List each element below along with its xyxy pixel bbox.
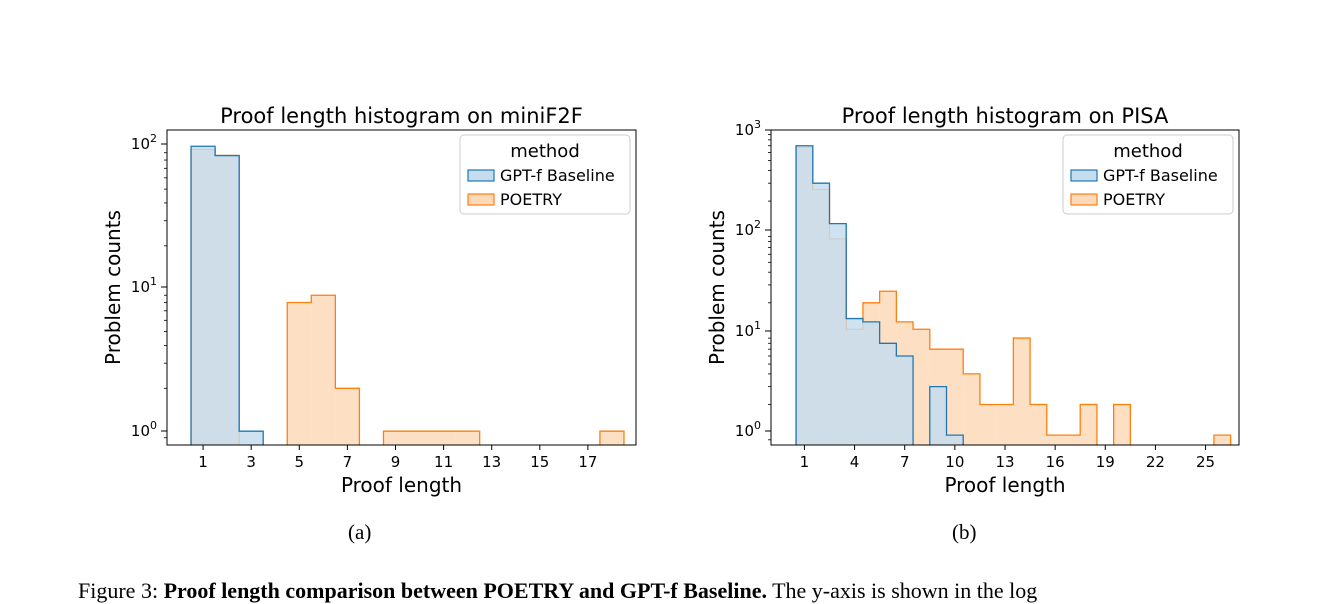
histogram-bar	[846, 318, 863, 445]
histogram-bar	[1030, 404, 1047, 445]
y-axis-label: Problem counts	[101, 210, 125, 365]
x-axis-label: Proof length	[944, 473, 1065, 497]
histogram-bar	[829, 223, 847, 445]
legend-title: method	[1113, 141, 1183, 162]
legend-swatch	[467, 169, 495, 182]
histogram-bar	[996, 404, 1014, 445]
histogram-bar	[311, 295, 336, 445]
legend: method GPT-f Baseline POETRY	[1062, 134, 1234, 215]
histogram-bar	[287, 302, 312, 445]
histogram-bar	[946, 349, 964, 445]
caption-rest: The y-axis is shown in the log	[766, 578, 1038, 603]
legend-label: POETRY	[1103, 190, 1165, 209]
legend-label: GPT-f Baseline	[1103, 166, 1218, 185]
x-tick-label: 25	[1196, 453, 1215, 471]
x-tick-label: 13	[482, 453, 501, 471]
x-tick-label: 15	[530, 453, 549, 471]
legend-box	[459, 134, 631, 215]
histogram-bar	[455, 431, 480, 445]
histogram-bar	[913, 329, 930, 445]
histogram-bar	[1080, 404, 1097, 445]
histogram-bar	[879, 343, 897, 445]
subfigure-label-a: (a)	[348, 520, 372, 544]
legend-title: method	[510, 141, 580, 162]
legend-swatch	[1070, 169, 1098, 182]
series-outline	[795, 145, 964, 445]
histogram-bar	[896, 355, 914, 445]
y-tick-label: 101	[131, 275, 157, 296]
x-tick-label: 5	[295, 453, 305, 471]
x-tick-label: 7	[900, 453, 910, 471]
chart-title: Proof length histogram on PISA	[842, 104, 1169, 128]
subfigure-label-b: (b)	[952, 520, 977, 544]
histogram-bar	[599, 431, 624, 445]
x-tick-label: 22	[1146, 453, 1165, 471]
y-tick-label: 102	[735, 218, 761, 239]
x-tick-label: 3	[246, 453, 256, 471]
histogram-bar	[407, 431, 432, 445]
histogram-bar	[215, 155, 240, 445]
histogram-bar	[796, 145, 813, 445]
histogram-bar	[191, 146, 216, 446]
x-tick-label: 9	[391, 453, 401, 471]
x-tick-label: 16	[1046, 453, 1065, 471]
y-tick-label: 100	[735, 419, 761, 440]
x-tick-label: 1	[800, 453, 810, 471]
histogram-bar	[1013, 338, 1031, 445]
x-tick-label: 7	[343, 453, 353, 471]
histogram-bar	[1046, 435, 1064, 445]
series-outline	[190, 145, 264, 445]
x-tick-label: 17	[578, 453, 597, 471]
histogram-bar	[431, 431, 456, 445]
x-tick-label: 10	[945, 453, 964, 471]
caption-bold: Proof length comparison between POETRY a…	[163, 578, 767, 603]
y-tick-label: 102	[131, 132, 157, 153]
y-tick-label: 101	[735, 319, 761, 340]
histogram-bar	[1113, 404, 1131, 445]
histogram-bar	[335, 388, 360, 445]
chart-title: Proof length histogram on miniF2F	[220, 104, 583, 128]
y-tick-label: 100	[131, 419, 157, 440]
legend-box	[1062, 134, 1234, 215]
y-axis-label: Problem counts	[705, 210, 729, 365]
x-tick-label: 13	[995, 453, 1014, 471]
legend: method GPT-f Baseline POETRY	[459, 134, 631, 215]
x-axis-label: Proof length	[341, 473, 462, 497]
legend-label: GPT-f Baseline	[500, 166, 615, 185]
histogram-bar	[862, 321, 880, 445]
legend-swatch	[467, 193, 495, 206]
histogram-bar	[929, 386, 947, 445]
figure-caption: Figure 3: Proof length comparison betwee…	[78, 578, 1037, 604]
legend-label: POETRY	[500, 190, 562, 209]
histogram-bar	[239, 431, 264, 445]
x-tick-label: 1	[198, 453, 208, 471]
series-gpt-f-baseline	[795, 145, 964, 445]
x-tick-label: 11	[434, 453, 453, 471]
x-tick-label: 19	[1096, 453, 1115, 471]
histogram-bar	[963, 373, 980, 445]
histogram-bar	[1213, 435, 1231, 445]
caption-prefix: Figure 3:	[78, 578, 164, 603]
series-gpt-f-baseline	[190, 145, 264, 446]
legend-swatch	[1070, 193, 1098, 206]
histogram-bar	[1063, 435, 1081, 445]
histogram-bar	[946, 435, 964, 445]
x-tick-label: 4	[850, 453, 860, 471]
histogram-bar	[979, 404, 997, 445]
histogram-bar	[383, 431, 408, 445]
y-tick-label: 103	[735, 118, 761, 139]
chart-2: 1 4 7 10 13 16 19 22 25 100 101 102 103 Proof length …	[705, 104, 1240, 497]
histogram-bar	[812, 183, 830, 445]
